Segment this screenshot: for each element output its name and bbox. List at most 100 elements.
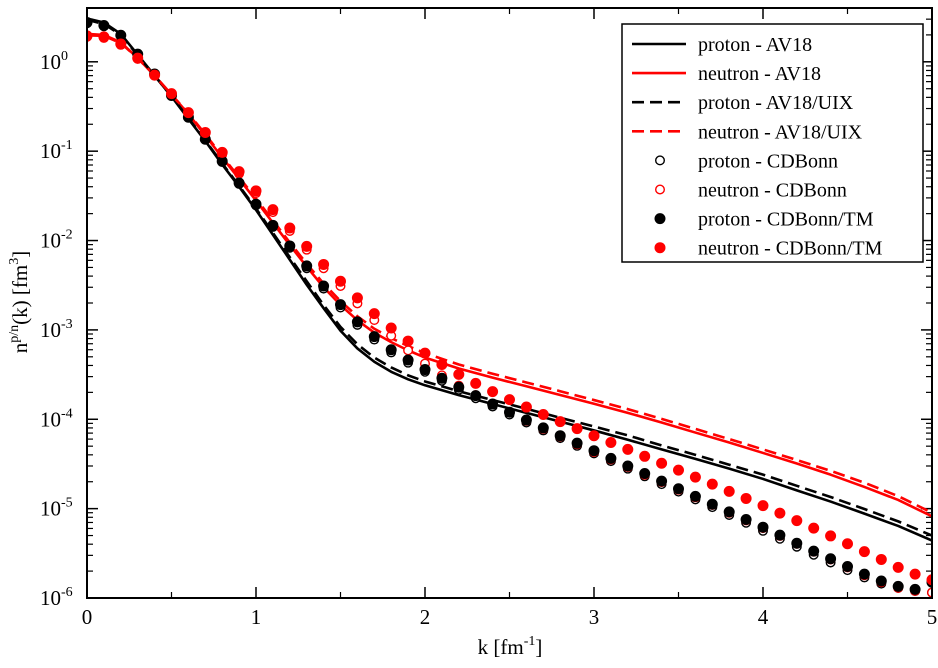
data-point-neutron-cdbonn-tm: [318, 258, 330, 270]
y-tick-label-base: 10: [40, 139, 61, 163]
data-point-proton-cdbonn-tm: [368, 331, 380, 343]
data-point-proton-cdbonn-tm: [605, 452, 617, 464]
data-point-neutron-cdbonn-tm: [487, 386, 499, 398]
data-point-neutron-cdbonn-tm: [453, 368, 465, 380]
data-point-neutron-cdbonn-tm: [892, 561, 904, 573]
x-tick-label: 5: [927, 605, 938, 629]
data-point-neutron-cdbonn-tm: [571, 423, 583, 435]
data-point-proton-cdbonn-tm: [588, 445, 600, 457]
x-tick-label: 0: [82, 605, 93, 629]
legend-label-neutron-av18: neutron - AV18: [698, 63, 821, 85]
data-point-proton-cdbonn-tm: [875, 575, 887, 587]
data-point-proton-cdbonn-tm: [318, 280, 330, 292]
data-point-neutron-cdbonn-tm: [689, 471, 701, 483]
data-point-neutron-cdbonn-tm: [520, 401, 532, 413]
data-point-proton-cdbonn-tm: [487, 398, 499, 410]
x-tick-label: 4: [758, 605, 769, 629]
y-tick-label-exp: -1: [61, 138, 73, 153]
x-tick-label: 2: [420, 605, 431, 629]
data-point-proton-cdbonn-tm: [385, 344, 397, 356]
y-tick-label-base: 10: [40, 229, 61, 253]
data-point-neutron-cdbonn-tm: [267, 204, 279, 216]
data-point-proton-cdbonn-tm: [909, 583, 921, 595]
plot-frame: [86, 7, 933, 599]
data-point-neutron-cdbonn-tm: [757, 500, 769, 512]
data-point-neutron-cdbonn-tm: [436, 359, 448, 371]
data-point-proton-cdbonn-tm: [842, 561, 854, 573]
data-point-neutron-cdbonn-tm: [842, 538, 854, 550]
y-tick-label-exp: -3: [61, 317, 73, 332]
data-point-neutron-cdbonn-tm: [132, 52, 144, 64]
y-tick-label-exp: -4: [61, 406, 73, 421]
legend-box: [621, 23, 924, 263]
data-point-neutron-cdbonn-tm: [419, 347, 431, 359]
data-point-proton-cdbonn-tm: [419, 364, 431, 376]
y-tick-label-exp: 0: [61, 49, 68, 64]
data-point-neutron-cdbonn-tm: [740, 492, 752, 504]
x-axis-label-sup: -1: [524, 634, 536, 649]
data-point-neutron-cdbonn-tm: [588, 430, 600, 442]
legend-label-neutron-cdbonn: neutron - CDBonn: [698, 180, 847, 202]
data-point-neutron-cdbonn-tm: [875, 553, 887, 565]
data-point-proton-cdbonn-tm: [825, 553, 837, 565]
data-point-proton-cdbonn-tm: [335, 299, 347, 311]
legend-marker-proton-cdbonn: [655, 155, 666, 166]
y-axis-label-mid: (k) [fm: [8, 265, 32, 325]
data-point-proton-cdbonn-tm: [740, 514, 752, 526]
data-point-proton-cdbonn-tm: [504, 406, 516, 418]
data-point-proton-cdbonn-tm: [622, 460, 634, 472]
legend-label-proton-av18: proton - AV18: [698, 34, 812, 56]
y-tick-label-base: 10: [40, 50, 61, 74]
legend-label-proton-cdbonn: proton - CDBonn: [698, 150, 838, 172]
x-tick-label: 3: [589, 605, 600, 629]
data-point-neutron-cdbonn-tm: [301, 240, 313, 252]
data-point-proton-cdbonn-tm: [706, 498, 718, 510]
y-tick-label-base: 10: [40, 497, 61, 521]
data-point-neutron-cdbonn-tm: [470, 377, 482, 389]
data-point-proton-cdbonn-tm: [470, 390, 482, 402]
data-point-proton-cdbonn-tm: [520, 414, 532, 426]
data-point-proton-cdbonn-tm: [301, 260, 313, 272]
data-point-proton-cdbonn-tm: [656, 475, 668, 487]
data-point-proton-cdbonn-tm: [757, 521, 769, 533]
data-point-neutron-cdbonn-tm: [622, 443, 634, 455]
data-point-neutron-cdbonn-tm: [402, 335, 414, 347]
data-point-neutron-cdbonn-tm: [250, 185, 262, 197]
y-tick-label-base: 10: [40, 407, 61, 431]
data-point-neutron-cdbonn: [403, 345, 414, 356]
legend-label-proton-cdbonn-tm: proton - CDBonn/TM: [698, 209, 874, 231]
plot-series: [87, 17, 932, 598]
data-point-proton-cdbonn-tm: [571, 437, 583, 449]
x-axis-label-base: k [fm: [478, 635, 524, 659]
data-point-neutron-cdbonn-tm: [639, 450, 651, 462]
x-axis-label: k [fm-1]: [478, 634, 543, 659]
y-tick-label: 10-2: [40, 228, 73, 253]
data-point-proton-cdbonn-tm: [689, 490, 701, 502]
data-point-proton-cdbonn-tm: [351, 316, 363, 328]
data-point-neutron-cdbonn-tm: [554, 416, 566, 428]
data-point-neutron-cdbonn-tm: [537, 409, 549, 421]
y-tick-label-exp: -2: [61, 228, 73, 243]
data-point-proton-cdbonn-tm: [402, 354, 414, 366]
legend-marker-proton-cdbonn-tm: [654, 213, 666, 225]
y-tick-label: 100: [40, 49, 68, 74]
x-tick-labels: 0 1 2 3 4 5: [82, 605, 938, 629]
data-point-proton-cdbonn-tm: [453, 381, 465, 393]
legend-marker-neutron-cdbonn: [655, 184, 666, 195]
data-point-proton-cdbonn-tm: [250, 198, 262, 210]
legend-marker-neutron-cdbonn-tm: [654, 242, 666, 254]
data-point-neutron-cdbonn-tm: [87, 30, 93, 42]
data-point-neutron-cdbonn-tm: [656, 457, 668, 469]
data-point-proton-cdbonn-tm: [892, 580, 904, 592]
data-point-proton-cdbonn-tm: [436, 372, 448, 384]
legend-label-proton-av18-uix: proton - AV18/UIX: [698, 92, 854, 114]
data-point-neutron-cdbonn-tm: [825, 530, 837, 542]
data-point-neutron-cdbonn-tm: [723, 485, 735, 497]
data-point-proton-cdbonn-tm: [98, 19, 110, 31]
data-point-proton-cdbonn-tm: [774, 529, 786, 541]
y-axis-label-tail: ]: [8, 251, 32, 258]
x-axis-label-tail: ]: [535, 635, 542, 659]
data-point-proton-cdbonn-tm: [673, 483, 685, 495]
y-tick-label: 10-1: [40, 138, 73, 163]
